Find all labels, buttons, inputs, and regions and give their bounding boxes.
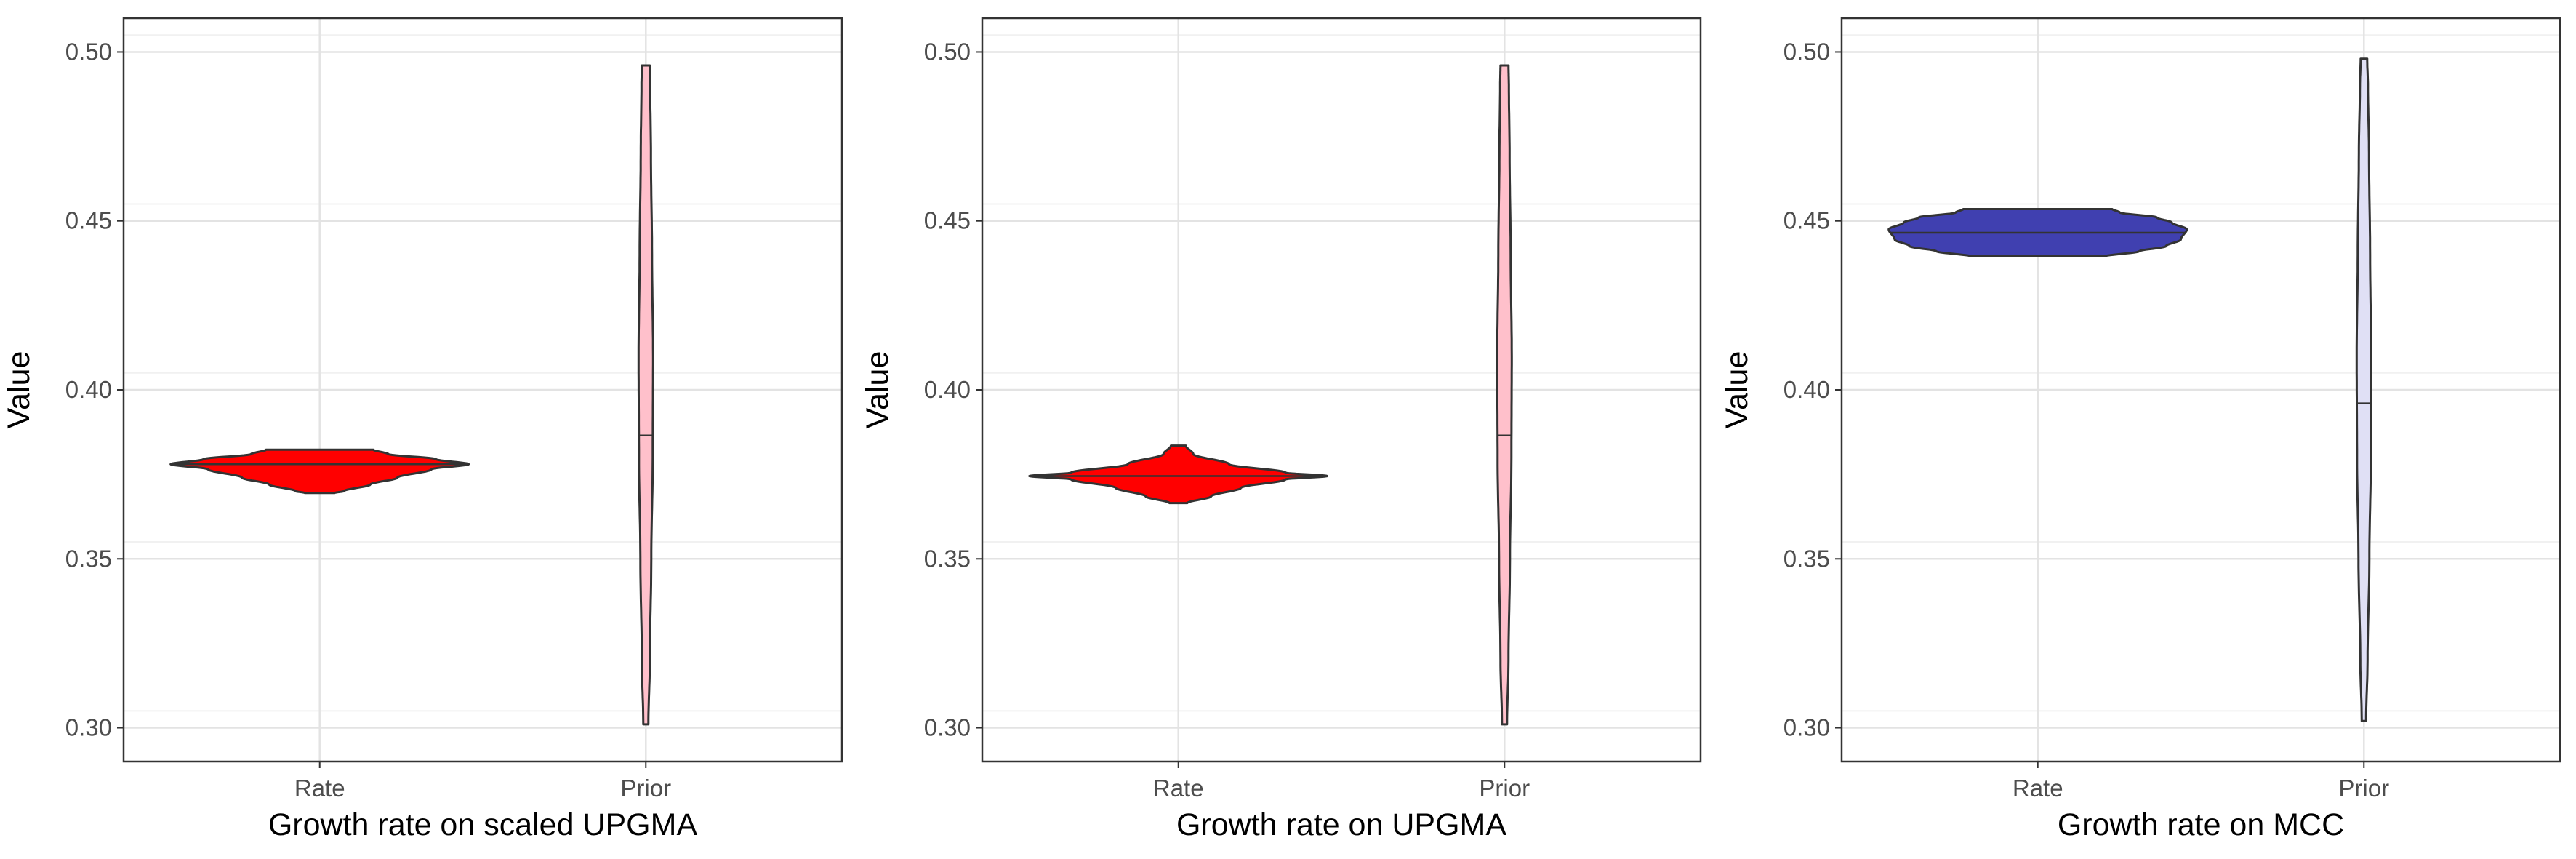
y-axis-title: Value [1720, 351, 1754, 429]
y-tick-label: 0.45 [1783, 207, 1830, 234]
y-axis-title: Value [1, 351, 36, 429]
x-tick-label-rate: Rate [2013, 775, 2063, 802]
x-tick-label-rate: Rate [1153, 775, 1204, 802]
x-tick-label-rate: Rate [294, 775, 345, 802]
panel-1: 0.30 0.35 0.40 0.45 0.50 Rate Prior Growth rate… [1, 17, 843, 842]
violin-rate [169, 448, 470, 495]
y-tick-label: 0.40 [1783, 376, 1830, 403]
panel-3: 0.30 0.35 0.40 0.45 0.50 Rate Prior Growth rate… [1720, 17, 2561, 842]
y-tick-label: 0.30 [1783, 714, 1830, 741]
y-tick-label: 0.40 [924, 376, 971, 403]
y-tick-label: 0.50 [65, 38, 112, 65]
y-tick-label: 0.45 [924, 207, 971, 234]
panel-border [1840, 17, 2561, 763]
panel-border [981, 17, 1702, 763]
x-axis-title: Growth rate on UPGMA [1176, 807, 1506, 842]
violin-prior [637, 64, 654, 726]
violin-prior [2355, 57, 2372, 722]
x-tick-label-prior: Prior [620, 775, 671, 802]
x-axis-title: Growth rate on scaled UPGMA [268, 807, 698, 842]
violin-rate [1028, 444, 1329, 505]
y-tick-label: 0.30 [65, 714, 112, 741]
panel-border [122, 17, 843, 763]
x-tick-label-prior: Prior [1479, 775, 1530, 802]
y-tick-label: 0.40 [65, 376, 112, 403]
panel-2: 0.30 0.35 0.40 0.45 0.50 Rate Prior Growth rate… [860, 17, 1702, 842]
y-tick-label: 0.35 [924, 545, 971, 572]
violin-prior [1496, 64, 1513, 726]
y-tick-label: 0.35 [1783, 545, 1830, 572]
y-tick-label: 0.45 [65, 207, 112, 234]
x-tick-label-prior: Prior [2338, 775, 2389, 802]
y-tick-label: 0.30 [924, 714, 971, 741]
y-axis-title: Value [860, 351, 895, 429]
x-axis-title: Growth rate on MCC [2058, 807, 2344, 842]
y-tick-label: 0.50 [924, 38, 971, 65]
y-tick-label: 0.35 [65, 545, 112, 572]
y-tick-label: 0.50 [1783, 38, 1830, 65]
